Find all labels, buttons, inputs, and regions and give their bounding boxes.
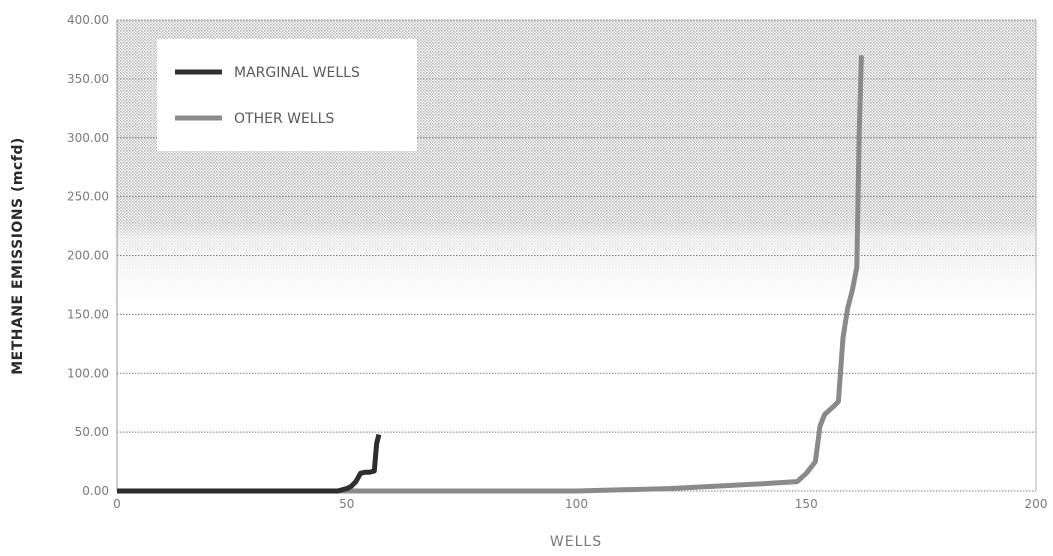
y-axis-title: METHANE EMISSIONS (mcfd) xyxy=(10,137,26,375)
y-tick-label: 0.00 xyxy=(82,484,109,498)
y-tick-label: 400.00 xyxy=(67,13,109,27)
legend: MARGINAL WELLS OTHER WELLS xyxy=(157,39,417,151)
series-line-other-wells xyxy=(117,55,864,494)
series-line-marginal-wells xyxy=(117,433,382,494)
x-axis-ticks: 0 50 100 150 200 xyxy=(113,497,1047,511)
series-layer xyxy=(117,55,864,494)
x-tick-label: 150 xyxy=(795,497,818,511)
x-tick-label: 200 xyxy=(1025,497,1048,511)
y-tick-label: 350.00 xyxy=(67,72,109,86)
y-tick-label: 250.00 xyxy=(67,190,109,204)
x-tick-label: 100 xyxy=(565,497,588,511)
legend-label-other-wells: OTHER WELLS xyxy=(234,111,334,127)
x-axis-title: WELLS xyxy=(550,534,602,550)
legend-label-marginal-wells: MARGINAL WELLS xyxy=(234,65,360,81)
x-tick-label: 50 xyxy=(339,497,354,511)
y-tick-label: 100.00 xyxy=(67,366,109,380)
y-tick-label: 300.00 xyxy=(67,131,109,145)
y-tick-label: 200.00 xyxy=(67,249,109,263)
y-tick-label: 150.00 xyxy=(67,307,109,321)
y-tick-label: 50.00 xyxy=(75,425,109,439)
y-axis-ticks: 0.00 50.00 100.00 150.00 200.00 250.00 300.00 3… xyxy=(67,13,109,498)
legend-box xyxy=(157,39,417,151)
x-tick-label: 0 xyxy=(113,497,121,511)
